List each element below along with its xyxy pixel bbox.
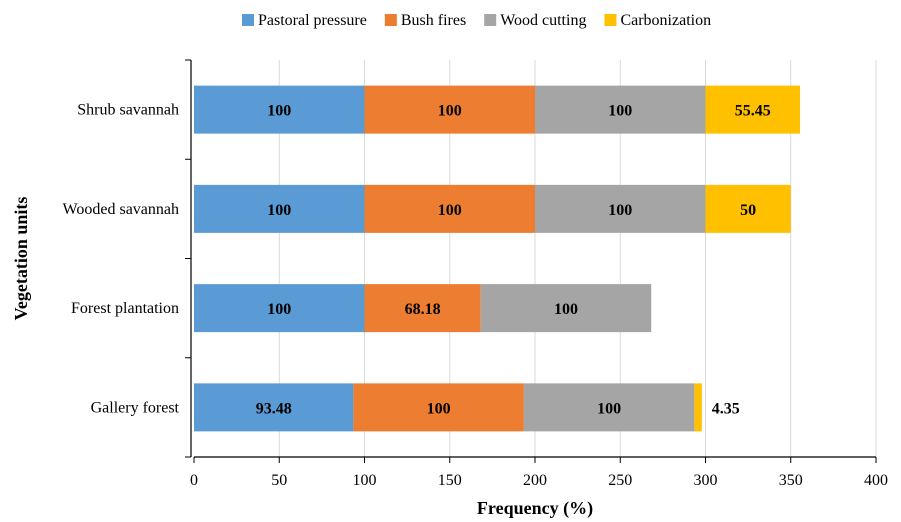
- legend-swatch: [242, 14, 254, 26]
- x-tick-label: 50: [271, 472, 287, 489]
- y-category-label: Wooded savannah: [63, 201, 179, 218]
- legend-swatch: [384, 14, 397, 26]
- data-label: 100: [608, 202, 632, 219]
- data-label: 68.18: [405, 301, 441, 318]
- data-label: 100: [267, 301, 291, 318]
- x-tick-labels: 0 50 100 150 200 250 300 350 400: [190, 472, 888, 489]
- x-tick-label: 250: [608, 472, 632, 489]
- data-label: 100: [427, 400, 451, 417]
- data-label: 55.45: [735, 103, 771, 120]
- bar-segment: [705, 85, 801, 134]
- bar-segment: [535, 85, 706, 134]
- bar-segment: [194, 383, 354, 432]
- x-tick-label: 400: [864, 472, 888, 489]
- y-category-label: Shrub savannah: [77, 102, 179, 119]
- legend-swatch: [604, 14, 617, 26]
- legend-label: Carbonization: [620, 12, 711, 29]
- x-tick-label: 150: [438, 472, 462, 489]
- data-label: 100: [554, 301, 578, 318]
- bar-segment: [480, 284, 652, 333]
- y-category-labels: Shrub savannah Wooded savannah Forest plan…: [63, 102, 180, 417]
- legend-label: Pastoral pressure: [258, 12, 367, 29]
- y-axis-title: Vegetation units: [11, 197, 31, 321]
- legend-label: Wood cutting: [500, 12, 586, 29]
- data-label: 100: [438, 202, 462, 219]
- x-tick-label: 200: [523, 472, 547, 489]
- legend: Pastoral pressure Bush fires Wood cutting C…: [242, 12, 711, 29]
- x-tick-label: 350: [779, 472, 803, 489]
- bar-segment: [523, 383, 695, 432]
- data-label: 50: [740, 202, 756, 219]
- y-category-label: Forest plantation: [71, 300, 179, 317]
- bar-segment: [694, 383, 702, 432]
- bars: 100 100 100 55.45 100 100 100 50 100 68.18 100 93.4…: [194, 85, 801, 432]
- bar-segment: [705, 184, 791, 233]
- bar-segment: [194, 85, 365, 134]
- bar-segment: [364, 184, 535, 233]
- data-label: 100: [608, 103, 632, 120]
- data-label: 100: [597, 400, 621, 417]
- bar-segment: [353, 383, 524, 432]
- x-tick-label: 100: [353, 472, 377, 489]
- x-tick-label: 300: [694, 472, 718, 489]
- bar-segment: [194, 184, 365, 233]
- bar-segment: [194, 284, 365, 333]
- data-label: 100: [438, 103, 462, 120]
- data-label: 100: [267, 202, 291, 219]
- data-label: 93.48: [256, 400, 292, 417]
- axes: [185, 59, 877, 463]
- bar-segment: [364, 85, 535, 134]
- bar-segment: [364, 284, 481, 333]
- y-category-label: Gallery forest: [91, 399, 180, 416]
- bar-segment: [535, 184, 706, 233]
- data-label: 100: [267, 103, 291, 120]
- x-axis-title: Frequency (%): [477, 498, 593, 519]
- legend-swatch: [484, 14, 497, 26]
- data-label: 4.35: [712, 400, 740, 417]
- legend-label: Bush fires: [401, 12, 466, 29]
- x-tick-label: 0: [190, 472, 198, 489]
